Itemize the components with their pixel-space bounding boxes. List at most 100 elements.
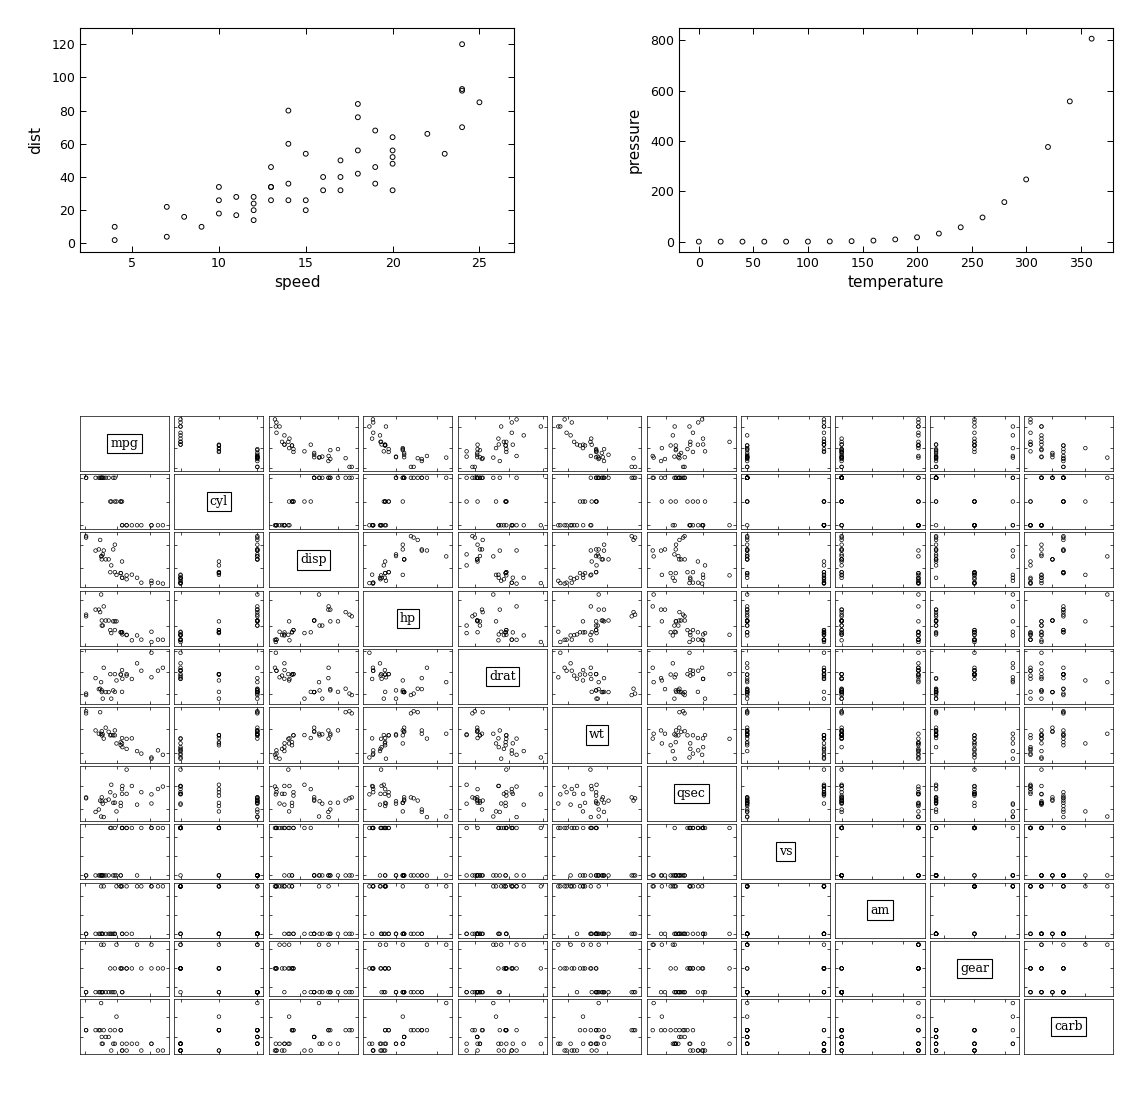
Point: [1032, 794, 1051, 811]
Point: [965, 878, 983, 895]
Point: [833, 458, 851, 476]
Point: [581, 517, 600, 534]
Point: [909, 959, 927, 977]
Point: [275, 1042, 293, 1060]
Point: [97, 683, 115, 701]
Point: [248, 551, 266, 569]
Point: [1054, 603, 1072, 620]
Point: [738, 794, 756, 811]
Point: [1054, 733, 1072, 751]
Point: [738, 1034, 756, 1052]
Point: [248, 867, 266, 884]
Point: [364, 742, 383, 760]
Point: [965, 624, 983, 641]
Point: [210, 819, 228, 837]
Point: [248, 984, 266, 1001]
Point: [464, 458, 482, 476]
Point: [343, 469, 361, 487]
Point: [321, 984, 339, 1001]
Point: [471, 794, 489, 811]
Point: [435, 145, 453, 162]
Point: [309, 867, 328, 884]
Point: [384, 155, 402, 172]
Point: [376, 492, 394, 510]
Point: [588, 690, 606, 708]
Point: [340, 458, 359, 476]
Point: [1004, 795, 1022, 813]
Point: [128, 878, 146, 895]
Point: [669, 867, 687, 884]
Point: [909, 575, 927, 593]
Point: [394, 440, 412, 458]
Point: [280, 191, 298, 209]
Point: [927, 542, 946, 560]
Point: [738, 984, 756, 1001]
Point: [468, 612, 486, 629]
Point: [589, 867, 608, 884]
Point: [497, 925, 515, 943]
Point: [815, 1042, 834, 1060]
Point: [1021, 436, 1039, 454]
Point: [1032, 681, 1051, 699]
Point: [833, 626, 851, 644]
Point: [667, 492, 685, 510]
Point: [582, 429, 601, 447]
Point: [1021, 433, 1039, 450]
Point: [458, 556, 476, 574]
Point: [1044, 444, 1062, 461]
Point: [313, 690, 331, 708]
Point: [497, 733, 515, 751]
Point: [507, 631, 525, 649]
Point: [562, 878, 580, 895]
Point: [1054, 703, 1072, 721]
Point: [927, 448, 946, 466]
Point: [927, 626, 946, 644]
Point: [833, 703, 851, 721]
Point: [244, 194, 263, 212]
Point: [927, 925, 946, 943]
Point: [909, 624, 927, 641]
Point: [588, 617, 606, 635]
Point: [669, 681, 687, 699]
Point: [95, 659, 113, 677]
Point: [652, 722, 670, 740]
Point: [1032, 796, 1051, 814]
Point: [681, 819, 699, 837]
Point: [497, 1021, 515, 1039]
Point: [927, 867, 946, 884]
Point: [738, 808, 756, 826]
Point: [395, 867, 413, 884]
Point: [927, 777, 946, 795]
Point: [248, 789, 266, 807]
Point: [171, 730, 190, 747]
Point: [343, 984, 361, 1001]
Point: [1054, 984, 1072, 1001]
Point: [738, 564, 756, 582]
Point: [1054, 925, 1072, 943]
Point: [280, 631, 298, 649]
Point: [1054, 563, 1072, 581]
Point: [1099, 548, 1117, 565]
Point: [210, 925, 228, 943]
Point: [412, 803, 431, 820]
Point: [568, 670, 586, 688]
Point: [337, 984, 355, 1001]
Point: [666, 925, 684, 943]
Point: [927, 612, 946, 629]
Point: [600, 1028, 618, 1045]
Point: [815, 925, 834, 943]
Point: [815, 624, 834, 641]
Point: [652, 669, 670, 687]
Point: [965, 662, 983, 680]
Point: [815, 750, 834, 767]
Point: [965, 411, 983, 428]
Point: [965, 730, 983, 747]
Point: [653, 936, 671, 954]
Point: [210, 624, 228, 641]
Point: [666, 572, 684, 590]
Point: [313, 469, 331, 487]
Point: [490, 1042, 508, 1060]
Point: [394, 492, 412, 510]
Point: [625, 449, 643, 467]
Point: [833, 787, 851, 805]
